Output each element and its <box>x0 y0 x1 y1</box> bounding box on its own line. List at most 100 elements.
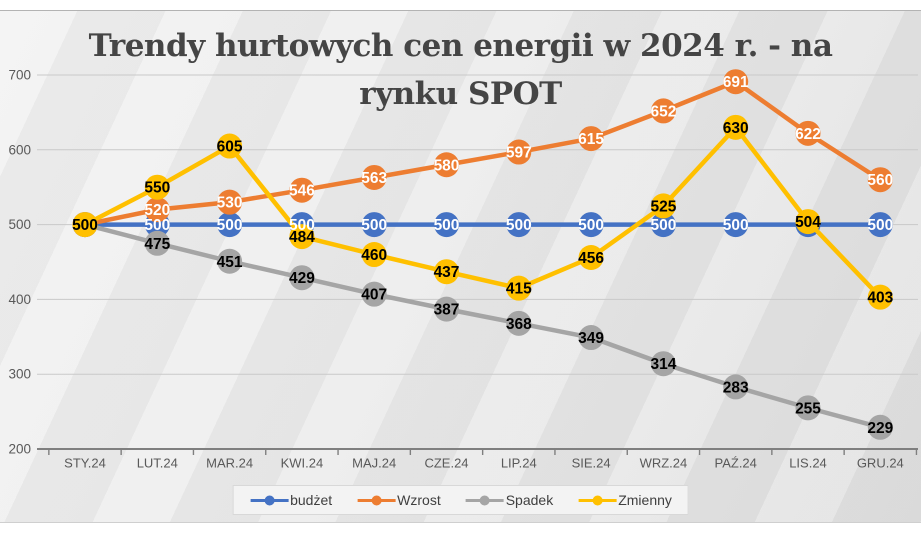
data-point-marker <box>217 133 243 159</box>
x-axis-label: LIP.24 <box>501 456 537 471</box>
data-label: 500 <box>650 217 676 234</box>
data-label: 615 <box>578 131 604 148</box>
data-label: 500 <box>723 217 749 234</box>
data-label: 314 <box>650 356 676 373</box>
data-label: 349 <box>578 330 604 347</box>
series-Wzrost <box>72 69 893 238</box>
data-point-marker <box>867 212 893 238</box>
data-label: 597 <box>506 145 532 162</box>
y-axis-label: 500 <box>8 217 31 232</box>
data-label: 500 <box>361 217 387 234</box>
data-point-marker <box>434 152 459 178</box>
data-label: 580 <box>434 157 460 174</box>
data-point-marker <box>144 174 170 200</box>
data-point-marker <box>867 167 893 193</box>
data-point-marker <box>578 325 604 351</box>
data-label: 546 <box>289 183 315 200</box>
data-point-marker <box>723 212 749 238</box>
x-axis-label: STY.24 <box>64 456 106 471</box>
x-axis-ticks <box>48 449 918 455</box>
series-budżet <box>72 212 893 238</box>
legend-item-Spadek: Spadek <box>465 492 553 508</box>
legend-label: budżet <box>290 492 333 508</box>
data-label: 563 <box>361 170 387 187</box>
gridlines <box>37 74 918 450</box>
data-point-marker <box>650 212 676 238</box>
y-axis-label: 400 <box>8 292 31 307</box>
data-point-marker <box>361 281 387 307</box>
data-label: 500 <box>217 217 243 234</box>
data-point-marker <box>650 351 676 377</box>
legend-label: Wzrost <box>397 492 441 508</box>
x-axis-label: MAR.24 <box>206 456 253 471</box>
data-label: 520 <box>144 202 170 219</box>
data-point-marker <box>795 395 821 421</box>
x-axis-label: LUT.24 <box>137 456 178 471</box>
data-label: 500 <box>289 217 315 234</box>
data-label: 560 <box>867 172 893 189</box>
data-point-marker <box>217 212 243 238</box>
data-label: 403 <box>867 290 893 307</box>
data-point-marker <box>217 189 243 215</box>
data-label: 500 <box>867 217 893 234</box>
legend-line-marker-icon <box>357 495 396 505</box>
series-labels-Wzrost: 520 530 546 563 580 597 615 652 691 622 560 <box>144 74 893 219</box>
data-point-marker <box>723 69 749 95</box>
data-label: 550 <box>144 180 170 197</box>
data-point-marker <box>289 265 315 291</box>
legend-item-Wzrost: Wzrost <box>356 492 441 508</box>
data-point-marker <box>506 212 532 238</box>
data-label: 500 <box>578 217 604 234</box>
data-label: 525 <box>650 198 676 215</box>
data-point-marker <box>217 248 243 274</box>
x-axis-label: CZE.24 <box>424 456 468 471</box>
data-label: 437 <box>434 264 460 281</box>
series-labels-Zmienny: 500 550 605 484 460 437 415 456 525 630 504 403 <box>72 120 894 307</box>
data-point-marker <box>723 374 749 400</box>
data-label: 368 <box>506 316 532 333</box>
x-axis-label: WRZ.24 <box>640 456 688 471</box>
data-point-marker <box>506 139 532 165</box>
data-label: 456 <box>578 250 604 267</box>
data-label: 652 <box>650 103 676 120</box>
x-axis-label: LIS.24 <box>789 456 827 471</box>
data-point-marker <box>289 177 315 203</box>
data-label: 622 <box>795 126 821 143</box>
data-point-marker <box>434 259 459 285</box>
chart-legend: budżet Wzrost Spadek Zmienny <box>232 485 689 515</box>
data-label: 415 <box>506 281 532 298</box>
data-label: 500 <box>506 217 532 234</box>
data-label: 605 <box>217 139 243 156</box>
data-label: 451 <box>217 254 243 271</box>
data-point-marker <box>289 224 315 250</box>
data-point-marker <box>650 193 676 219</box>
data-point-marker <box>72 212 98 238</box>
data-point-marker <box>144 230 170 256</box>
data-point-marker <box>144 197 170 223</box>
data-point-marker <box>578 245 604 271</box>
data-point-marker <box>434 296 459 322</box>
data-label: 530 <box>217 195 243 212</box>
y-axis-label: 600 <box>8 142 31 157</box>
series-labels-Spadek: 475 451 429 407 387 368 349 314 283 255 229 <box>144 236 893 437</box>
data-label: 475 <box>144 236 170 253</box>
y-axis-label: 200 <box>8 442 31 457</box>
chart-title: Trendy hurtowych cen energii w 2024 r. -… <box>0 22 921 118</box>
data-label: 460 <box>361 247 387 264</box>
data-point-marker <box>578 212 604 238</box>
legend-line-marker-icon <box>578 495 617 505</box>
data-point-marker <box>506 275 532 301</box>
data-point-marker <box>506 310 532 336</box>
legend-label: Zmienny <box>618 492 672 508</box>
x-axis-label: GRU.24 <box>857 456 904 471</box>
data-point-marker <box>867 284 893 310</box>
data-point-marker <box>795 120 821 146</box>
y-axis-label: 700 <box>8 68 31 83</box>
series-line <box>82 125 883 300</box>
data-label: 407 <box>361 287 387 304</box>
x-axis-label: MAJ.24 <box>352 456 396 471</box>
data-point-marker <box>361 164 387 190</box>
y-axis-labels: 200 300 400 500 600 700 <box>8 68 31 457</box>
data-label: 429 <box>289 270 315 287</box>
